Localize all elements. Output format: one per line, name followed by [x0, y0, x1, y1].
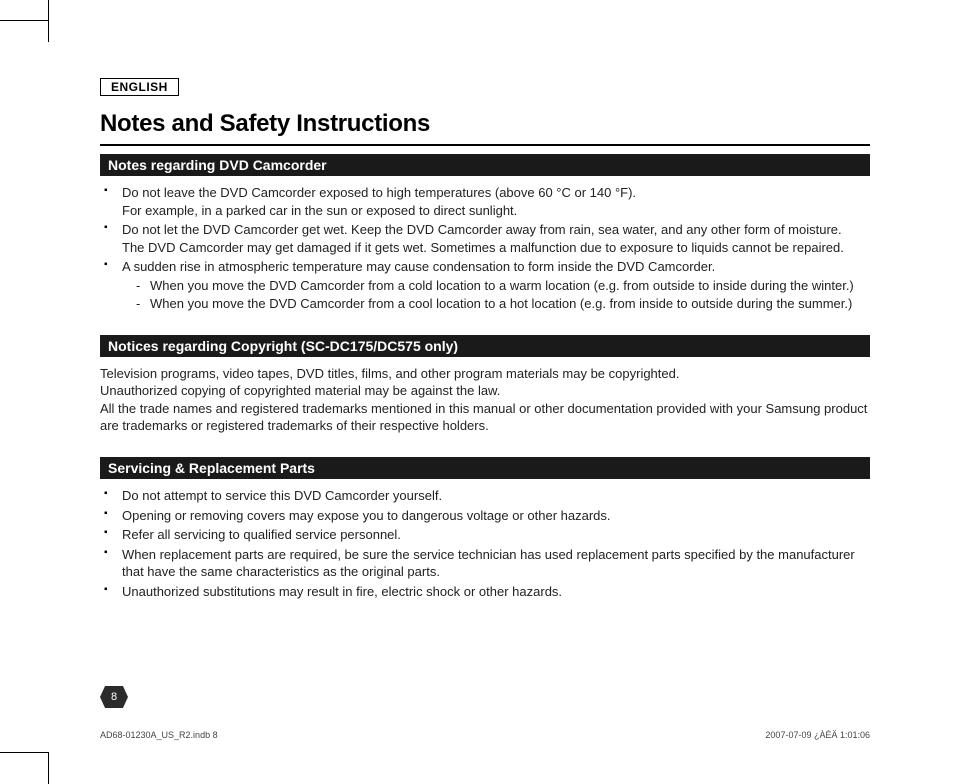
- footer-timestamp: 2007-07-09 ¿ÀÈÄ 1:01:06: [765, 730, 870, 740]
- bullet-text: Do not let the DVD Camcorder get wet. Ke…: [122, 222, 842, 237]
- print-footer: AD68-01230A_US_R2.indb 8 2007-07-09 ¿ÀÈÄ…: [100, 730, 870, 740]
- sub-bullet: When you move the DVD Camcorder from a c…: [122, 295, 870, 313]
- crop-mark: [0, 752, 48, 753]
- section-body: Do not leave the DVD Camcorder exposed t…: [100, 184, 870, 313]
- page-number: 8: [111, 691, 117, 703]
- bullet-text: Do not leave the DVD Camcorder exposed t…: [122, 185, 636, 200]
- section-paragraph: Television programs, video tapes, DVD ti…: [100, 365, 870, 435]
- title-underline: [100, 144, 870, 146]
- bullet-item: When replacement parts are required, be …: [100, 546, 870, 581]
- section-header: Notices regarding Copyright (SC-DC175/DC…: [100, 335, 870, 357]
- footer-file: AD68-01230A_US_R2.indb 8: [100, 730, 218, 740]
- language-label: ENGLISH: [100, 78, 179, 96]
- page-content: ENGLISH Notes and Safety Instructions No…: [100, 78, 870, 622]
- bullet-item: Do not leave the DVD Camcorder exposed t…: [100, 184, 870, 219]
- page-title: Notes and Safety Instructions: [100, 110, 870, 138]
- bullet-text: For example, in a parked car in the sun …: [122, 203, 517, 218]
- bullet-item: Unauthorized substitutions may result in…: [100, 583, 870, 601]
- bullet-text: A sudden rise in atmospheric temperature…: [122, 259, 715, 274]
- bullet-item: Opening or removing covers may expose yo…: [100, 507, 870, 525]
- sub-bullet: When you move the DVD Camcorder from a c…: [122, 277, 870, 295]
- section-body: Do not attempt to service this DVD Camco…: [100, 487, 870, 600]
- bullet-item: Do not attempt to service this DVD Camco…: [100, 487, 870, 505]
- bullet-item: A sudden rise in atmospheric temperature…: [100, 258, 870, 313]
- crop-mark: [48, 0, 49, 42]
- bullet-text: The DVD Camcorder may get damaged if it …: [122, 240, 844, 255]
- section-header: Servicing & Replacement Parts: [100, 457, 870, 479]
- section-header: Notes regarding DVD Camcorder: [100, 154, 870, 176]
- page-number-badge: 8: [100, 686, 128, 708]
- crop-mark: [48, 752, 49, 784]
- bullet-item: Do not let the DVD Camcorder get wet. Ke…: [100, 221, 870, 256]
- bullet-item: Refer all servicing to qualified service…: [100, 526, 870, 544]
- crop-mark: [0, 20, 48, 21]
